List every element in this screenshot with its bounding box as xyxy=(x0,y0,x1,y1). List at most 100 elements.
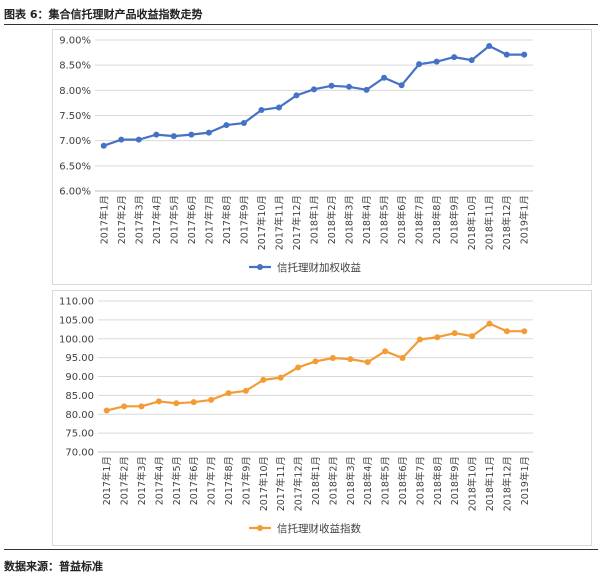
rate-chart-x-tick-label: 2018年4月 xyxy=(361,195,373,244)
index-chart-x-tick-label: 2017年9月 xyxy=(240,456,252,505)
figure-title: 图表 6：集合信托理财产品收益指数走势 xyxy=(4,8,203,21)
rate-chart-data-point xyxy=(433,58,440,65)
index-chart-x-tick-label: 2018年12月 xyxy=(501,456,513,511)
rate-chart-y-tick-label: 7.00% xyxy=(59,136,91,147)
index-chart-legend-marker xyxy=(257,525,263,531)
index-chart-x-tick-label: 2019年1月 xyxy=(519,456,531,505)
rate-chart-x-tick-label: 2017年6月 xyxy=(186,195,198,244)
index-chart-data-point xyxy=(364,359,371,366)
rate-chart-data-point xyxy=(521,51,528,58)
index-chart-x-tick-label: 2017年12月 xyxy=(293,456,305,511)
rate-chart-x-tick-label: 2018年9月 xyxy=(449,195,461,244)
rate-chart-y-tick-label: 8.00% xyxy=(59,86,91,97)
index-chart-data-point xyxy=(190,399,197,406)
rate-chart-y-tick-label: 9.00% xyxy=(59,36,91,47)
rate-chart-data-point xyxy=(363,86,370,93)
rate-chart-data-point xyxy=(275,104,282,111)
index-chart-data-point xyxy=(225,390,232,397)
index-chart-y-tick-label: 75.00 xyxy=(65,429,94,440)
index-chart-x-tick-label: 2018年6月 xyxy=(397,456,409,505)
index-chart-data-point xyxy=(399,355,406,362)
index-chart-x-tick-label: 2018年3月 xyxy=(345,456,357,505)
index-chart-x-tick-label: 2017年5月 xyxy=(171,456,183,505)
index-chart-legend-label: 信托理财收益指数 xyxy=(277,522,361,535)
rate-chart-data-point xyxy=(398,82,405,89)
rate-chart-x-tick-label: 2018年12月 xyxy=(501,195,513,250)
index-chart-x-tick-label: 2017年8月 xyxy=(223,456,235,505)
rate-chart-panel: 6.00% 6.50% 7.00% 7.50% 8.00% 8.50% 9.00% 2017年… xyxy=(52,29,592,285)
top-rule xyxy=(4,24,598,25)
index-chart-data-point xyxy=(451,330,458,337)
index-chart-data-point xyxy=(208,396,215,403)
index-chart-data-point xyxy=(312,358,319,365)
rate-chart-data-point xyxy=(503,51,510,58)
index-chart: 70.00 75.00 80.00 85.00 90.00 95.00 100.00 105.… xyxy=(59,297,533,535)
index-chart-data-point xyxy=(434,334,441,341)
index-chart-x-tick-label: 2018年10月 xyxy=(467,456,479,511)
index-chart-x-tick-label: 2018年5月 xyxy=(380,456,392,505)
index-chart-y-tick-label: 90.00 xyxy=(65,372,94,383)
index-chart-x-tick-label: 2018年11月 xyxy=(484,456,496,511)
rate-chart-series-line xyxy=(103,44,525,147)
rate-chart-data-point xyxy=(311,86,317,93)
rate-chart-data-point xyxy=(170,133,177,140)
index-chart-x-tick-label: 2018年9月 xyxy=(449,456,461,505)
index-chart-data-point xyxy=(138,403,145,410)
rate-chart-data-point xyxy=(188,131,195,138)
rate-chart-x-tick-label: 2019年1月 xyxy=(519,195,531,244)
rate-chart-x-tick-label: 2018年8月 xyxy=(431,195,443,244)
rate-chart-x-tick-label: 2017年10月 xyxy=(256,195,268,250)
rate-chart-x-tick-label: 2017年9月 xyxy=(238,195,250,244)
rate-chart-legend-marker xyxy=(257,264,263,270)
rate-chart-x-tick-label: 2017年3月 xyxy=(133,195,145,244)
rate-chart-x-tick-label: 2017年2月 xyxy=(116,195,128,244)
rate-chart-data-point xyxy=(451,54,458,61)
index-chart-data-point xyxy=(329,355,336,362)
index-chart-x-tick-label: 2017年3月 xyxy=(136,456,148,505)
index-chart-x-tick-label: 2018年1月 xyxy=(310,456,322,505)
index-chart-y-tick-label: 105.00 xyxy=(59,315,94,326)
index-chart-data-point xyxy=(347,356,354,363)
rate-chart-x-tick-label: 2018年1月 xyxy=(309,195,321,244)
rate-chart-x-tick-label: 2017年1月 xyxy=(98,195,110,244)
rate-chart-data-point xyxy=(328,82,335,89)
rate-chart-data-point xyxy=(223,122,230,129)
rate-chart-y-tick-label: 8.50% xyxy=(59,61,91,72)
index-chart-data-point xyxy=(121,403,128,410)
rate-chart-data-point xyxy=(346,83,353,90)
index-chart-y-tick-label: 80.00 xyxy=(65,410,94,421)
index-chart-data-point xyxy=(521,328,528,335)
rate-chart-data-point xyxy=(205,129,212,136)
index-chart-y-tick-label: 70.00 xyxy=(65,448,94,459)
index-chart-x-tick-label: 2018年8月 xyxy=(432,456,444,505)
rate-chart-x-tick-label: 2017年12月 xyxy=(291,195,303,250)
bottom-rule xyxy=(4,549,598,550)
index-chart-y-tick-label: 110.00 xyxy=(59,297,94,308)
rate-chart-x-tick-label: 2018年2月 xyxy=(326,195,338,244)
rate-chart-x-tick-label: 2018年10月 xyxy=(466,195,478,250)
rate-chart-data-point xyxy=(416,61,423,68)
index-chart-y-tick-label: 100.00 xyxy=(59,334,94,345)
index-chart-x-tick-label: 2017年6月 xyxy=(188,456,200,505)
rate-chart-y-tick-label: 7.50% xyxy=(59,111,91,122)
rate-chart-x-tick-label: 2017年4月 xyxy=(151,195,163,244)
index-chart-data-point xyxy=(382,348,389,355)
index-chart-panel: 70.00 75.00 80.00 85.00 90.00 95.00 100.00 105.… xyxy=(52,290,592,546)
rate-chart-x-tick-label: 2018年7月 xyxy=(414,195,426,244)
rate-chart-x-tick-label: 2017年5月 xyxy=(168,195,180,244)
index-chart-data-point xyxy=(173,400,180,407)
rate-chart-data-point xyxy=(468,57,475,64)
index-chart-data-point xyxy=(486,320,493,327)
data-source: 数据来源：普益标准 xyxy=(4,560,103,573)
rate-chart: 6.00% 6.50% 7.00% 7.50% 8.00% 8.50% 9.00% 2017年… xyxy=(59,36,533,274)
rate-chart-data-point xyxy=(100,142,107,149)
index-chart-data-point xyxy=(277,374,284,381)
rate-chart-y-tick-label: 6.00% xyxy=(59,187,91,198)
index-chart-y-tick-label: 85.00 xyxy=(65,391,94,402)
rate-chart-x-tick-label: 2017年8月 xyxy=(221,195,233,244)
index-chart-x-tick-label: 2017年11月 xyxy=(275,456,287,511)
index-chart-data-point xyxy=(155,398,162,405)
rate-chart-data-point xyxy=(153,131,160,138)
index-chart-x-tick-label: 2017年2月 xyxy=(119,456,131,505)
rate-chart-x-tick-label: 2017年7月 xyxy=(203,195,215,244)
